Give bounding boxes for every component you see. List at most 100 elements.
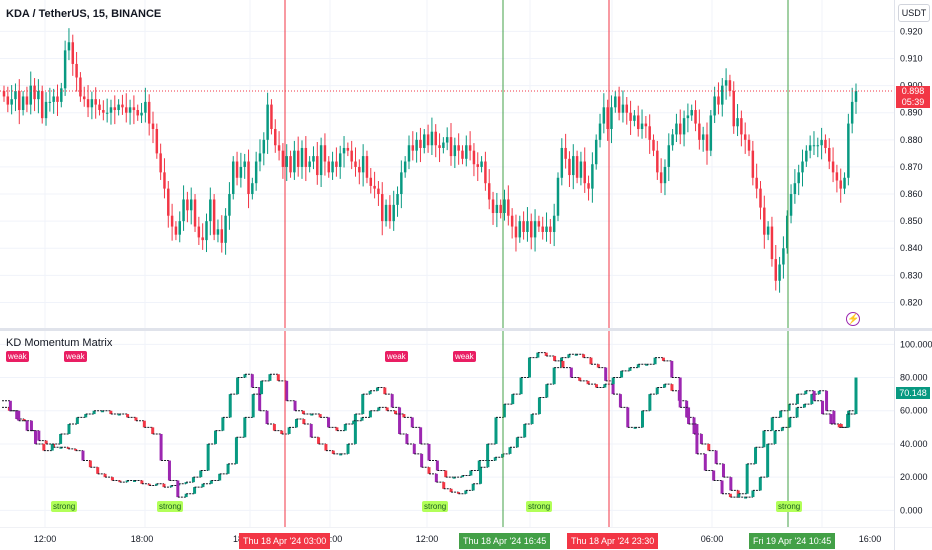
candle-body <box>300 147 304 167</box>
candle-body <box>591 164 594 189</box>
candle-body <box>717 96 720 105</box>
candle-body <box>319 145 323 176</box>
candle-body <box>10 99 13 105</box>
candle-body <box>113 107 117 111</box>
candle-body <box>247 161 250 195</box>
momentum-bar <box>142 420 146 428</box>
candle-body <box>484 161 487 184</box>
momentum-bar <box>390 394 394 408</box>
momentum-bar <box>780 427 784 431</box>
momentum-bar <box>618 394 622 408</box>
momentum-bar <box>272 424 276 431</box>
candle-body <box>167 188 170 216</box>
candle-body <box>556 177 560 216</box>
pane-divider[interactable] <box>0 328 932 331</box>
price-pane[interactable]: 0.920 0.910 0.900 0.890 0.880 0.870 0.860 0.850… <box>0 0 932 328</box>
momentum-bar <box>218 473 222 481</box>
candle-body <box>369 177 373 186</box>
candle-body <box>189 199 193 211</box>
indicator-chart[interactable]: 100.000 80.000 60.000 40.000 20.000 0.000 <box>0 331 932 527</box>
indicator-title[interactable]: KD Momentum Matrix <box>6 337 113 349</box>
momentum-bar <box>29 420 33 431</box>
momentum-bar <box>25 420 29 431</box>
candle-body <box>251 183 254 195</box>
candle-body <box>465 145 468 159</box>
time-axis[interactable]: 12:00 18:00 18 06:00 12:00 06:00 16:00 <box>0 527 932 550</box>
momentum-bar <box>169 485 173 488</box>
candle-body <box>606 107 609 129</box>
momentum-bar <box>412 443 416 454</box>
candlestick-chart[interactable]: 0.920 0.910 0.900 0.890 0.880 0.870 0.860 0.850… <box>0 0 932 328</box>
indicator-tick-label: 100.000 <box>900 339 932 349</box>
momentum-bar <box>817 390 821 395</box>
momentum-bar <box>486 460 490 468</box>
strong-label: strong <box>157 501 184 512</box>
candle-body <box>243 161 246 167</box>
candle-body <box>625 104 629 113</box>
candle-body <box>629 112 632 121</box>
momentum-bar <box>234 437 238 464</box>
symbol-title[interactable]: KDA / TetherUS, 15, BINANCE <box>6 8 162 20</box>
candle-body <box>743 134 747 140</box>
momentum-bar <box>804 390 808 395</box>
candle-body <box>331 161 334 173</box>
candle-body <box>170 215 174 227</box>
candle-body <box>140 112 143 116</box>
momentum-bar <box>285 380 289 401</box>
candle-body <box>308 161 311 167</box>
momentum-bar <box>134 417 138 421</box>
momentum-bar <box>536 352 540 358</box>
momentum-bar <box>707 443 711 451</box>
momentum-bar <box>633 427 637 429</box>
momentum-bar <box>754 447 758 464</box>
candle-body <box>449 137 453 157</box>
momentum-bar <box>167 460 171 481</box>
candle-body <box>808 145 812 151</box>
momentum-bar <box>460 475 464 478</box>
candle-body <box>487 183 491 200</box>
momentum-bar <box>589 357 593 365</box>
candle-body <box>82 96 86 100</box>
candle-body <box>682 118 686 135</box>
momentum-bar <box>243 374 247 378</box>
momentum-bar <box>293 400 297 411</box>
momentum-bar <box>802 404 806 408</box>
momentum-bar <box>687 407 691 425</box>
candle-body <box>293 150 296 173</box>
candle-body <box>121 104 124 108</box>
time-tick-label: 18 <box>233 534 243 544</box>
candle-body <box>732 91 735 127</box>
currency-button[interactable]: USDT <box>898 4 930 22</box>
candle-body <box>361 156 365 173</box>
weak-label: weak <box>385 351 408 362</box>
momentum-bar <box>50 443 54 451</box>
candle-body <box>701 134 705 140</box>
candle-body <box>721 85 724 105</box>
candle-body <box>266 104 269 140</box>
momentum-bar <box>745 463 749 494</box>
momentum-bar <box>162 483 166 488</box>
candle-body <box>281 150 285 167</box>
momentum-bar <box>729 477 733 491</box>
momentum-bar <box>405 433 409 444</box>
momentum-bar <box>287 427 291 434</box>
momentum-bar <box>494 417 498 444</box>
price-tick-label: 0.850 <box>900 216 923 226</box>
candle-body <box>396 194 399 205</box>
time-badge: Thu 18 Apr '24 23:30 <box>567 533 659 549</box>
indicator-pane[interactable]: 100.000 80.000 60.000 40.000 20.000 0.000 KD … <box>0 331 932 527</box>
candle-body <box>228 194 231 216</box>
lightning-icon[interactable]: ⚡ <box>846 312 860 326</box>
momentum-bar <box>582 354 586 358</box>
candle-body <box>675 123 678 135</box>
momentum-bar <box>176 480 180 498</box>
candle-body <box>289 156 292 173</box>
candle-body <box>365 156 369 178</box>
candle-body <box>312 156 315 162</box>
candle-body <box>373 185 376 189</box>
candle-body <box>109 107 113 113</box>
momentum-bar <box>832 410 836 425</box>
candle-body <box>25 96 29 105</box>
momentum-bar <box>544 352 548 356</box>
